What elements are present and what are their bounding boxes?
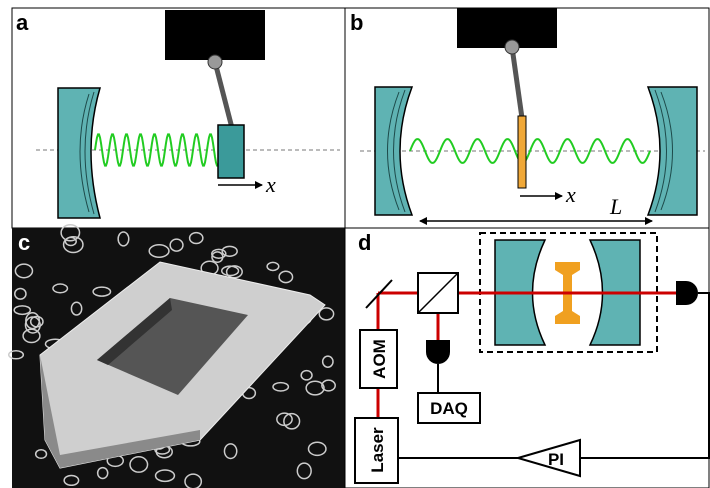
movable-mirror bbox=[218, 125, 244, 178]
panel-label: b bbox=[350, 10, 363, 35]
panel-c: c bbox=[9, 225, 345, 488]
aom-label: AOM bbox=[370, 339, 389, 379]
axis-label: x bbox=[265, 172, 276, 197]
membrane bbox=[518, 116, 526, 188]
daq-label: DAQ bbox=[430, 399, 468, 418]
axis-label: x bbox=[565, 182, 576, 207]
length-label: L bbox=[609, 194, 622, 219]
panel-label: d bbox=[358, 230, 371, 255]
photodetector bbox=[426, 340, 450, 364]
actuator bbox=[165, 10, 265, 60]
panel-label: a bbox=[16, 10, 29, 35]
pivot bbox=[208, 55, 222, 69]
panel-d: AOM DAQ Laser PI d bbox=[345, 228, 710, 488]
figure: x a x L b c bbox=[0, 0, 710, 488]
pivot bbox=[505, 40, 519, 54]
panel-label: c bbox=[18, 230, 30, 255]
pi-label: PI bbox=[548, 450, 564, 469]
laser-label: Laser bbox=[368, 427, 387, 473]
